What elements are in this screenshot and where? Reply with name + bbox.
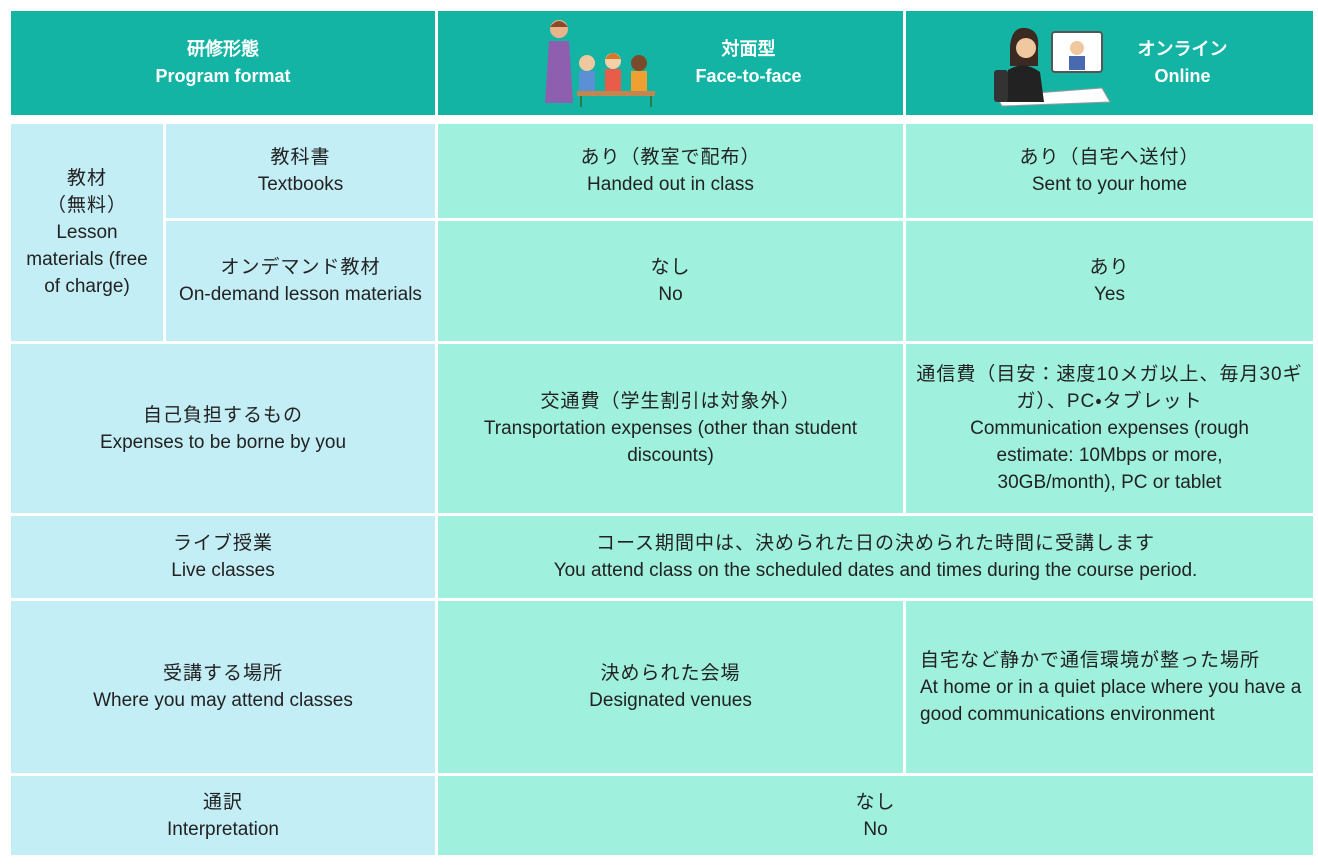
text: 受講する場所	[162, 663, 283, 684]
header-cell: 対面型 Face-to-face	[435, 8, 906, 124]
text: No	[863, 818, 888, 840]
text: 決められた会場	[600, 663, 741, 684]
text: （無料）	[46, 195, 127, 216]
text: ライブ授業	[172, 533, 273, 554]
text: なし	[855, 791, 896, 813]
text: オンデマンド教材	[220, 257, 381, 278]
label-cell: 教材 （無料） Lesson materials (free of charge…	[8, 118, 166, 344]
value-cell: あり Yes	[903, 218, 1316, 344]
text: Lesson materials (free of charge)	[26, 222, 148, 297]
text: Yes	[1094, 284, 1125, 305]
text: Designated venues	[589, 690, 752, 711]
value-cell: 交通費（学生割引は対象外） Transportation expenses (o…	[435, 341, 906, 516]
online-illustration	[993, 27, 1111, 107]
text: Handed out in class	[587, 174, 754, 195]
comparison-table: 研修形態 Program format 対面型 Face-to-face	[8, 8, 1316, 858]
label-cell: 教科書 Textbooks	[163, 118, 438, 221]
label-cell: ライブ授業 Live classes	[8, 513, 438, 601]
text: Expenses to be borne by you	[99, 431, 347, 453]
row: 通訳 Interpretation なし No	[8, 773, 1316, 858]
text: 研修形態	[187, 39, 259, 59]
text: Live classes	[171, 560, 275, 581]
text: At home or in a quiet place where you ha…	[920, 676, 1302, 725]
label-cell: 受講する場所 Where you may attend classes	[8, 598, 438, 776]
header-content: 対面型 Face-to-face	[444, 15, 897, 111]
text: 教材	[66, 168, 107, 189]
text: Textbooks	[257, 174, 344, 195]
value-cell: 自宅など静かで通信環境が整った場所 At home or in a quiet …	[903, 598, 1316, 776]
text: You attend class on the scheduled dates …	[553, 560, 1198, 581]
header-cell: 研修形態 Program format	[8, 8, 438, 124]
text: 自己負担するもの	[142, 404, 303, 426]
row: 教材 （無料） Lesson materials (free of charge…	[8, 118, 1316, 344]
classroom-illustration	[545, 20, 656, 107]
text: あり	[1089, 257, 1130, 278]
label-cell: オンデマンド教材 On-demand lesson materials	[163, 218, 438, 344]
label-cell: 自己負担するもの Expenses to be borne by you	[8, 341, 438, 516]
text: On-demand lesson materials	[179, 284, 422, 305]
label-cell: 通訳 Interpretation	[8, 773, 438, 858]
text: Where you may attend classes	[93, 690, 353, 711]
row: オンデマンド教材 On-demand lesson materials なし N…	[10, 218, 1316, 344]
value-cell: あり（自宅へ送付） Sent to your home	[903, 118, 1316, 221]
value-cell: コース期間中は、決められた日の決められた時間に受講します You attend …	[435, 513, 1316, 601]
row: 自己負担するもの Expenses to be borne by you 交通費…	[8, 341, 1316, 516]
text: Transportation expenses (other than stud…	[483, 418, 858, 466]
value-cell: 通信費（目安：速度10メガ以上、毎月30ギガ）、PC・タブレット Communi…	[903, 341, 1316, 516]
row: ライブ授業 Live classes コース期間中は、決められた日の決められた時…	[8, 513, 1316, 601]
text: 通信費（目安：速度10メガ以上、毎月30ギガ）、PC・タブレット	[916, 364, 1303, 412]
header-text: オンライン Online	[1138, 36, 1228, 90]
text: No	[658, 284, 683, 305]
text: Face-to-face	[695, 66, 802, 86]
text: Program format	[155, 66, 291, 86]
text: コース期間中は、決められた日の決められた時間に受講します	[595, 533, 1156, 554]
text: 自宅など静かで通信環境が整った場所	[920, 649, 1261, 671]
value-cell: あり（教室で配布） Handed out in class	[435, 118, 906, 221]
row: 受講する場所 Where you may attend classes 決められ…	[8, 598, 1316, 776]
text: Sent to your home	[1031, 174, 1188, 195]
text: あり（教室で配布）	[580, 147, 761, 168]
text: Communication expenses (rough estimate: …	[970, 418, 1249, 493]
header-cell: オンライン Online	[903, 8, 1316, 124]
text: 通訳	[202, 791, 243, 813]
text: Interpretation	[167, 818, 279, 840]
text: 教科書	[270, 147, 331, 168]
value-cell: 決められた会場 Designated venues	[435, 598, 906, 776]
header-content: オンライン Online	[912, 18, 1307, 108]
text: 対面型	[721, 39, 776, 59]
text: Online	[1154, 66, 1211, 86]
text: なし	[650, 257, 691, 278]
header-row: 研修形態 Program format 対面型 Face-to-face	[8, 8, 1316, 124]
text: あり（自宅へ送付）	[1019, 147, 1200, 168]
header-text: 対面型 Face-to-face	[695, 36, 801, 90]
text: オンライン	[1137, 39, 1228, 59]
value-cell: なし No	[435, 218, 906, 344]
text: 交通費（学生割引は対象外）	[540, 391, 801, 412]
value-cell: なし No	[435, 773, 1316, 858]
